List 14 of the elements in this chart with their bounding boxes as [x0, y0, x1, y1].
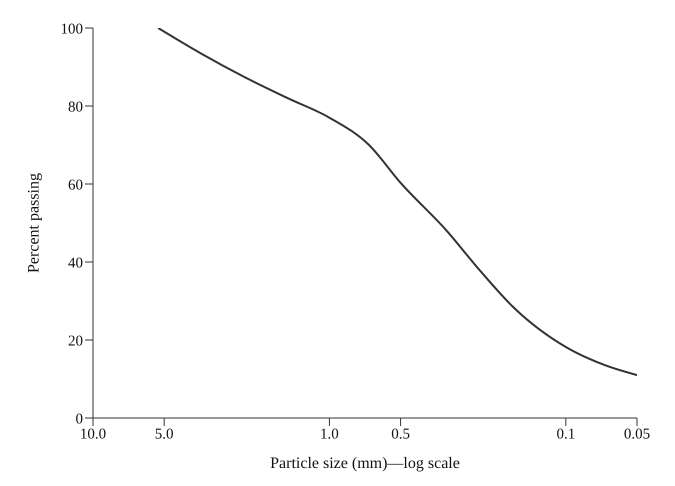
y-tick-label: 80: [68, 99, 83, 116]
x-tick-label: 1.0: [320, 426, 339, 443]
y-axis-title: Percent passing: [26, 173, 43, 273]
y-tick-label: 100: [60, 21, 83, 38]
y-tick-label: 20: [68, 333, 83, 350]
y-tick-label: 0: [76, 411, 83, 428]
x-tick-label: 0.1: [556, 426, 576, 443]
x-axis-title: Particle size (mm)—log scale: [270, 455, 460, 472]
x-tick-label: 10.0: [80, 426, 106, 443]
y-tick-label: 60: [68, 177, 83, 194]
x-tick-label: 0.05: [624, 426, 650, 443]
x-tick-label: 5.0: [154, 426, 174, 443]
x-tick-label: 0.5: [391, 426, 410, 443]
y-tick-label: 40: [68, 255, 83, 272]
